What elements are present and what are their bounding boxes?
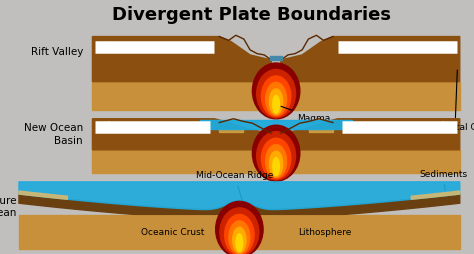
Polygon shape xyxy=(281,82,460,110)
Ellipse shape xyxy=(252,125,300,181)
Polygon shape xyxy=(92,82,271,110)
Polygon shape xyxy=(281,37,460,82)
Text: Sediments: Sediments xyxy=(419,170,467,190)
Ellipse shape xyxy=(225,214,254,254)
Ellipse shape xyxy=(269,89,283,114)
Text: Lithosphere: Lithosphere xyxy=(298,228,351,237)
Polygon shape xyxy=(270,56,282,60)
Polygon shape xyxy=(92,37,271,82)
Ellipse shape xyxy=(262,138,291,179)
Polygon shape xyxy=(19,191,67,199)
Polygon shape xyxy=(281,119,460,150)
Polygon shape xyxy=(219,129,243,132)
Ellipse shape xyxy=(265,83,286,115)
Polygon shape xyxy=(411,191,460,199)
Text: Mid-Ocean Ridge: Mid-Ocean Ridge xyxy=(196,171,273,204)
Ellipse shape xyxy=(236,234,243,251)
Text: New Ocean
Basin: New Ocean Basin xyxy=(24,123,83,146)
Text: Rift Valley: Rift Valley xyxy=(31,47,83,57)
Ellipse shape xyxy=(216,201,263,254)
Polygon shape xyxy=(200,120,352,129)
Ellipse shape xyxy=(257,70,296,118)
Ellipse shape xyxy=(252,63,300,119)
Polygon shape xyxy=(92,150,271,173)
Ellipse shape xyxy=(262,76,291,117)
Ellipse shape xyxy=(233,227,246,253)
Polygon shape xyxy=(92,119,271,150)
Text: Magma: Magma xyxy=(281,106,331,123)
Polygon shape xyxy=(19,194,460,214)
Polygon shape xyxy=(19,182,460,210)
Polygon shape xyxy=(309,129,333,132)
Ellipse shape xyxy=(220,208,259,254)
Polygon shape xyxy=(19,215,460,249)
Ellipse shape xyxy=(269,151,283,177)
Text: Mature
Ocean: Mature Ocean xyxy=(0,196,17,218)
Ellipse shape xyxy=(257,132,296,180)
Text: Oceanic Crust: Oceanic Crust xyxy=(141,228,205,237)
Ellipse shape xyxy=(273,96,279,113)
Ellipse shape xyxy=(229,221,250,254)
Text: Continental Crust: Continental Crust xyxy=(415,70,474,132)
Polygon shape xyxy=(281,150,460,173)
Ellipse shape xyxy=(265,145,286,178)
Text: Divergent Plate Boundaries: Divergent Plate Boundaries xyxy=(112,6,391,24)
Ellipse shape xyxy=(273,157,279,175)
